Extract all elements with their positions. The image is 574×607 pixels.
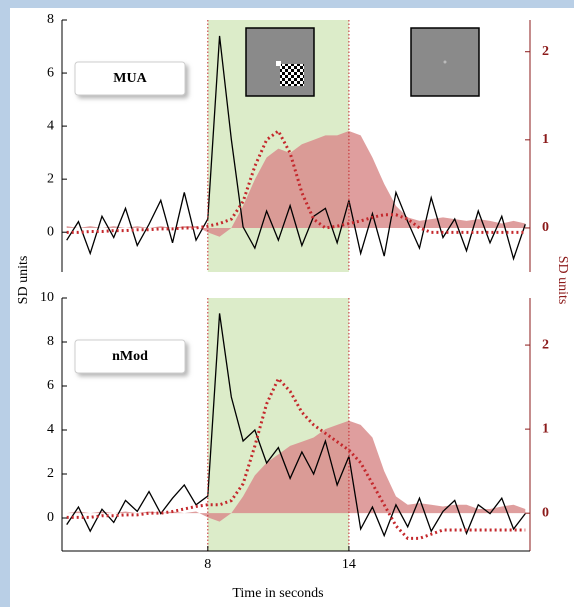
panel-label: MUA — [113, 71, 147, 86]
y-tick-label: 2 — [47, 466, 54, 481]
label-box — [74, 61, 186, 96]
y-tick-label: 4 — [47, 118, 54, 133]
y2-tick-label: 0 — [542, 220, 549, 235]
y-tick-label: 4 — [47, 422, 54, 437]
dotted-line — [66, 376, 526, 540]
y2-tick-label: 1 — [542, 132, 549, 147]
label-box — [74, 339, 186, 374]
y-tick-label: 6 — [47, 378, 54, 393]
y-tick-label: 0 — [47, 510, 54, 525]
y-tick-label: 10 — [40, 290, 54, 305]
y-tick-label: 8 — [47, 12, 54, 27]
fixation-square — [276, 61, 281, 66]
y2-tick-label: 1 — [542, 421, 549, 436]
panels: 0 2 4 6 8 0 1 2 MUA 0 2 4 6 8 10 0 1 2 8 14 nMod — [40, 12, 549, 572]
y2-tick-label: 2 — [542, 44, 549, 59]
frame-left — [0, 0, 10, 607]
frame-top — [0, 0, 574, 8]
y2-axis-label: SD units — [555, 256, 570, 305]
y2-tick-label: 2 — [542, 337, 549, 352]
panel-label: nMod — [112, 349, 148, 364]
x-tick-label: 8 — [204, 557, 211, 572]
y2-tick-label: 0 — [542, 505, 549, 520]
y-tick-label: 2 — [47, 171, 54, 186]
x-axis-label: Time in seconds — [232, 586, 323, 601]
response-area — [66, 131, 526, 237]
x-tick-label: 14 — [342, 557, 356, 572]
y-tick-label: 6 — [47, 65, 54, 80]
fixation-dot — [443, 60, 447, 64]
dotted-line — [66, 128, 526, 234]
response-area — [66, 420, 526, 522]
y-tick-label: 8 — [47, 334, 54, 349]
signal-line — [66, 35, 526, 261]
checkerboard — [280, 64, 304, 86]
y-tick-label: 0 — [47, 224, 54, 239]
y-axis-label: SD units — [16, 256, 31, 305]
signal-line — [66, 313, 526, 538]
